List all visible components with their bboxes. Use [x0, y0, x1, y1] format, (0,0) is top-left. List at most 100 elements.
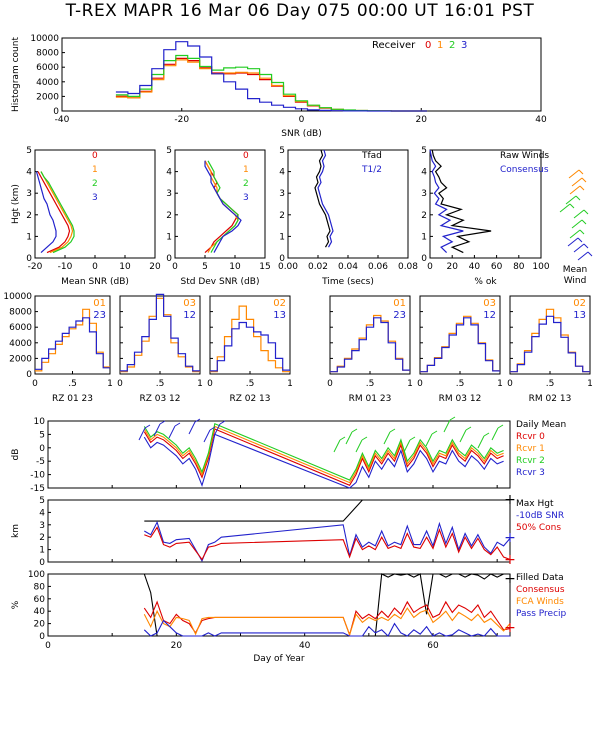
wind-barb-flag [578, 169, 584, 175]
rz-01-23-y-tick-label: 2000 [9, 354, 32, 364]
percent-ok-x-tick-label: 60 [491, 262, 503, 272]
std-snr-legend-item: 3 [243, 193, 249, 203]
std-snr-xlabel: Std Dev SNR (dB) [181, 277, 260, 287]
percent-daily-x-tick-label: 20 [171, 641, 183, 651]
std-snr-legend-item: 0 [243, 151, 249, 161]
time-scales-legend-item: T1/2 [361, 165, 382, 175]
mean-snr-series-0 [37, 171, 71, 254]
daily-wind-barb-flag [351, 428, 358, 433]
percent-ok-y-tick-label: 4 [421, 168, 427, 178]
daily-wind-barb [138, 427, 146, 441]
percent-daily-end-marker-black: + [504, 571, 516, 587]
rz-03-12-x-tick-label: 0 [117, 379, 123, 389]
daily-snr-series-Rcvr-0 [143, 428, 504, 486]
daily-snr-legend-item: Rcvr 0 [516, 432, 545, 442]
percent-ok-x-tick-label: 100 [532, 262, 549, 272]
page-title: T-REX MAPR 16 Mar 06 Day 075 00:00 UT 16… [65, 1, 535, 21]
std-snr-legend-item: 2 [243, 179, 249, 189]
daily-wind-barb-flag [209, 426, 216, 431]
percent-daily-y-tick-label: 40 [34, 607, 46, 617]
daily-wind-barb [355, 439, 363, 453]
rz-03-12-xlabel: RZ 03 12 [139, 394, 180, 404]
histogram-x-tick-label: 40 [535, 115, 547, 125]
wind-barb [567, 237, 579, 247]
rm-02-13-x-tick-label: 0 [507, 379, 513, 389]
time-scales-x-tick-label: 0.08 [398, 262, 418, 272]
daily-snr-legend-item: Rcvr 1 [516, 444, 545, 454]
percent-daily-x-tick-label: 60 [427, 641, 439, 651]
rm-03-12-x-tick-label: 1 [497, 379, 503, 389]
wind-barb [573, 243, 585, 253]
rz-01-23-legend-b: 23 [93, 310, 106, 321]
time-scales-y-tick-label: 4 [279, 168, 285, 178]
daily-wind-barb-flag [339, 436, 346, 441]
rz-02-13-x-tick-label: .5 [246, 379, 255, 389]
wind-barb [569, 185, 581, 195]
rz-02-13-x-tick-label: 1 [287, 379, 293, 389]
rz-01-23-x-tick-label: 0 [32, 379, 38, 389]
time-scales-xlabel: Time (secs) [321, 277, 374, 287]
daily-wind-barb-flag [449, 416, 456, 421]
mean-snr-series-1 [40, 171, 74, 254]
rm-03-12-series-12 [420, 317, 500, 373]
percent-daily-ylabel: % [11, 600, 21, 609]
wind-barb-flag [579, 185, 585, 191]
rm-02-13-xlabel: RM 02 13 [529, 394, 572, 404]
rm-01-23-legend-a: 01 [393, 298, 406, 309]
time-scales-series-Tfad [314, 149, 331, 248]
wind-barb [577, 251, 589, 261]
wind-barb [569, 229, 581, 239]
rz-01-23-y-tick-label: 4000 [9, 339, 32, 349]
daily-snr-series-Rcvr-2 [143, 422, 504, 481]
histogram-x-tick-label: 0 [299, 115, 305, 125]
histogram-legend-item: 2 [449, 40, 455, 51]
rm-01-23-x-tick-label: .5 [366, 379, 375, 389]
daily-snr-y-tick-label: -10 [30, 471, 45, 481]
rz-03-12-legend-b: 12 [183, 310, 196, 321]
heights-km-y-tick-label: 3 [39, 521, 45, 531]
time-scales-y-tick-label: 2 [279, 211, 285, 221]
daily-wind-barb-flag [389, 428, 396, 433]
percent-daily-legend-item: Consensus [516, 585, 565, 595]
daily-wind-barb [425, 433, 433, 447]
rz-01-23-y-tick-label: 0 [26, 370, 32, 380]
rm-02-13-legend-b: 13 [573, 310, 586, 321]
rm-03-12-xlabel: RM 03 12 [439, 394, 482, 404]
wind-barb-flag [581, 177, 587, 183]
percent-daily-legend-item: Pass Precip [516, 609, 567, 619]
daily-snr-y-tick-label: 0 [39, 444, 45, 454]
wind-barb [571, 219, 583, 229]
time-scales-x-tick-label: 0.00 [278, 262, 298, 272]
daily-wind-barb-flag [483, 432, 490, 437]
wind-barb [573, 209, 585, 219]
rz-02-13-x-tick-label: 0 [207, 379, 213, 389]
rz-01-23-x-tick-label: .5 [68, 379, 77, 389]
percent-daily-xlabel: Day of Year [253, 654, 305, 664]
mean-snr-y-tick-label: 5 [26, 146, 32, 156]
time-scales-x-tick-label: 0.04 [338, 262, 358, 272]
rm-01-23-x-tick-label: 0 [327, 379, 333, 389]
mean-snr-series-2 [40, 171, 75, 254]
rz-02-13-xlabel: RZ 02 13 [229, 394, 270, 404]
rm-02-13-legend-a: 02 [573, 298, 586, 309]
daily-wind-barb [459, 429, 467, 443]
percent-ok-frame [429, 149, 542, 259]
histogram-legend-item: 0 [425, 40, 431, 51]
std-snr-x-tick-label: 5 [202, 262, 208, 272]
daily-snr-y-tick-label: -5 [36, 457, 45, 467]
percent-daily-y-tick-label: 100 [28, 570, 45, 580]
time-scales-x-tick-label: 0.02 [308, 262, 328, 272]
daily-wind-barb [333, 439, 341, 453]
daily-wind-barb-flag [465, 426, 472, 431]
percent-daily-x-tick-label: 40 [299, 641, 311, 651]
mean-snr-legend-item: 1 [92, 165, 98, 175]
rz-01-23-x-tick-label: 1 [107, 379, 113, 389]
mean-snr-x-tick-label: -20 [28, 262, 43, 272]
heights-km-legend-item: -10dB SNR [516, 511, 564, 521]
time-scales-y-tick-label: 1 [279, 232, 285, 242]
rz-03-12-legend-a: 03 [183, 298, 196, 309]
rz-02-13-legend-b: 13 [273, 310, 286, 321]
heights-km-legend-item: 50% Cons [516, 523, 561, 533]
wind-barb-flag [575, 195, 581, 201]
rm-03-12-legend-a: 03 [483, 298, 496, 309]
